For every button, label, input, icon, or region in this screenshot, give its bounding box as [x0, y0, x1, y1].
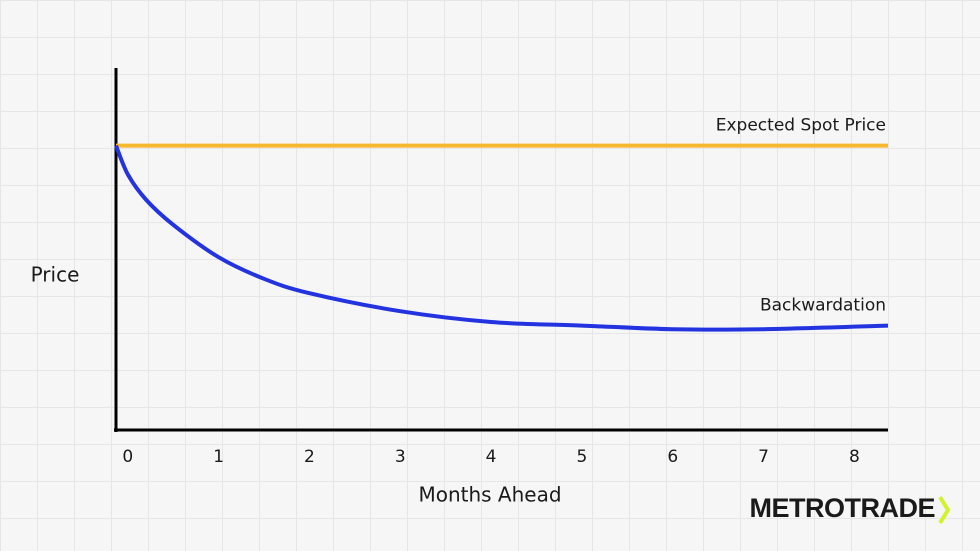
x-tick-label: 2: [304, 447, 315, 467]
x-tick-label: 6: [667, 447, 678, 467]
x-axis-label: Months Ahead: [418, 483, 561, 507]
logo: METROTRADE: [750, 493, 936, 523]
x-tick-label: 8: [849, 447, 860, 467]
x-tick-label: 3: [395, 447, 406, 467]
x-tick-label: 0: [122, 447, 133, 467]
series-label: Backwardation: [760, 296, 886, 316]
y-axis-label: Price: [31, 263, 80, 287]
x-tick-label: 7: [758, 447, 769, 467]
series-line: [114, 144, 889, 332]
logo-chevron: [938, 495, 951, 525]
series-label: Expected Spot Price: [716, 116, 886, 136]
x-tick-label: 5: [577, 447, 588, 467]
x-tick-label: 4: [486, 447, 497, 467]
x-tick-label: 1: [213, 447, 224, 467]
